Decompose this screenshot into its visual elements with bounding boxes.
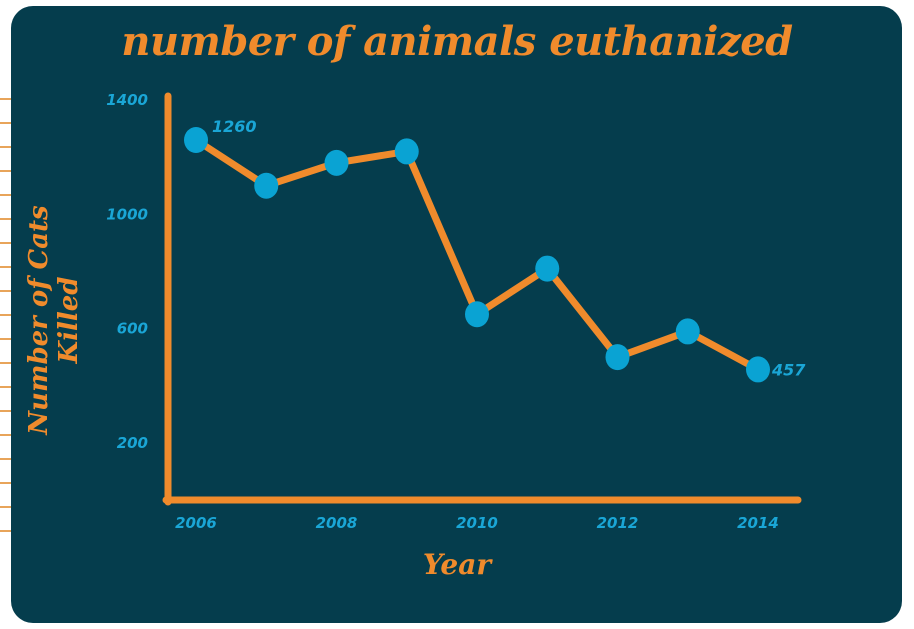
chart-title: number of animals euthanized: [121, 18, 793, 65]
chart-card: [11, 6, 902, 623]
data-point: [746, 356, 770, 383]
data-label: 457: [771, 360, 806, 379]
data-label: 1260: [212, 117, 257, 136]
x-tick-label: 2008: [316, 514, 358, 532]
x-tick-label: 2012: [597, 514, 639, 532]
notebook-margin-lines: [0, 98, 20, 538]
y-tick-label: 1400: [106, 91, 148, 109]
y-tick-label: 600: [117, 320, 148, 338]
x-tick-label: 2006: [175, 514, 217, 532]
data-point: [394, 138, 419, 165]
data-point: [675, 318, 700, 345]
data-point: [465, 301, 489, 328]
y-tick-label: 200: [117, 434, 148, 452]
y-tick-label: 1000: [106, 205, 148, 223]
data-point: [254, 172, 279, 199]
series-line: [192, 136, 762, 373]
x-tick-label: 2014: [737, 514, 779, 532]
x-axis-label: Year: [422, 548, 492, 581]
data-point: [605, 344, 630, 371]
data-point: [184, 127, 208, 153]
data-point: [324, 149, 349, 176]
x-tick-label: 2010: [456, 514, 498, 532]
data-point: [535, 255, 560, 282]
